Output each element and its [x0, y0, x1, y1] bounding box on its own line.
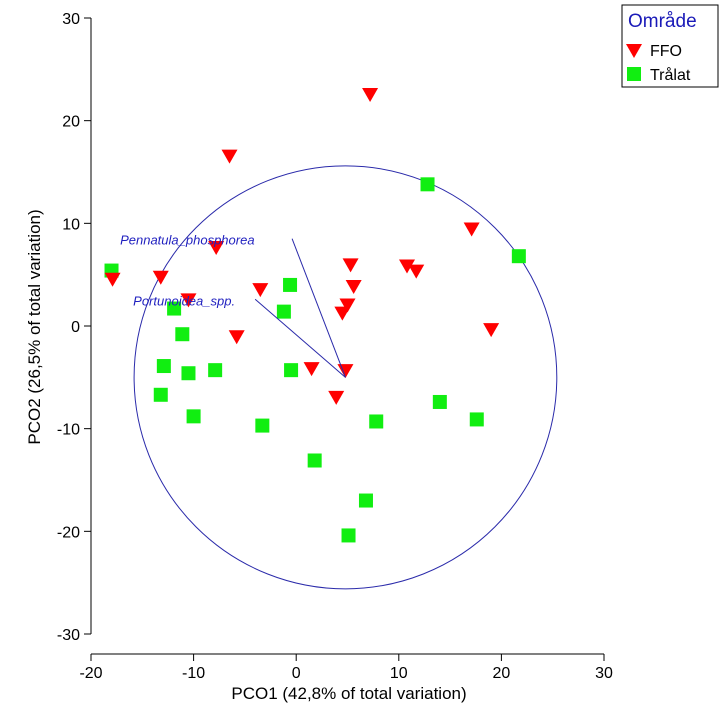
plot-area: Pennatula_phosphorea Portunoidea_spp.: [104, 88, 558, 590]
data-point-tralat: [156, 359, 171, 374]
data-point-ffo: [228, 330, 245, 345]
data-point-tralat: [175, 327, 190, 342]
data-point-tralat: [469, 412, 484, 427]
y-tick-label: 0: [71, 319, 80, 336]
data-point-tralat: [255, 418, 270, 433]
data-point-tralat: [153, 387, 168, 402]
legend-title: Område: [628, 11, 697, 32]
data-point-tralat: [284, 363, 299, 378]
vector-label: Pennatula_phosphorea: [120, 233, 254, 248]
legend-marker-ffo: [626, 44, 642, 58]
y-tick-label: 30: [62, 11, 80, 28]
x-tick-label: 20: [493, 665, 511, 682]
data-point-ffo: [483, 323, 500, 338]
axes: -30 -20 -10 0 10 20 30 -20 -10 0 10 20 30: [57, 11, 613, 682]
x-axis-title: PCO1 (42,8% of total variation): [231, 684, 466, 703]
data-point-tralat: [307, 453, 322, 468]
data-point-tralat: [186, 409, 201, 424]
x-tick-label: -10: [182, 665, 205, 682]
data-point-ffo: [463, 222, 480, 237]
y-tick-label: 20: [62, 114, 80, 131]
x-tick-label: 10: [390, 665, 408, 682]
vector-line: [254, 298, 346, 378]
data-point-ffo: [303, 362, 320, 377]
y-axis-title: PCO2 (26,5% of total variation): [25, 209, 44, 444]
data-point-tralat: [420, 177, 435, 192]
data-point-tralat: [369, 414, 384, 429]
y-tick-label: 10: [62, 216, 80, 233]
y-tick-label: -10: [57, 422, 80, 439]
data-point-ffo: [342, 258, 359, 273]
data-point-ffo: [104, 272, 121, 287]
data-point-tralat: [432, 394, 447, 409]
data-point-tralat: [511, 249, 526, 264]
data-point-tralat: [276, 304, 291, 319]
data-point-ffo: [408, 264, 425, 279]
legend: Område FFO Trålat: [621, 4, 719, 88]
data-point-ffo: [152, 270, 169, 285]
x-tick-label: 0: [292, 665, 301, 682]
legend-marker-tralat: [627, 67, 641, 81]
data-point-tralat: [341, 528, 356, 543]
data-point-ffo: [328, 390, 345, 405]
data-point-tralat: [208, 363, 223, 378]
vector-label: Portunoidea_spp.: [133, 293, 235, 308]
data-point-ffo: [208, 240, 225, 255]
data-point-tralat: [167, 301, 182, 316]
data-point-ffo: [345, 279, 362, 294]
x-tick-label: -20: [79, 665, 102, 682]
data-point-tralat: [358, 493, 373, 508]
legend-label-tralat: Trålat: [650, 66, 691, 84]
data-point-tralat: [181, 366, 196, 381]
data-point-ffo: [362, 88, 379, 102]
x-tick-label: 30: [595, 665, 613, 682]
legend-label-ffo: FFO: [650, 43, 682, 60]
data-point-ffo: [339, 298, 356, 313]
data-point-ffo: [399, 259, 416, 274]
data-point-tralat: [283, 277, 298, 292]
y-tick-label: -20: [57, 524, 80, 541]
vector-line: [291, 238, 346, 378]
data-point-ffo: [221, 149, 238, 164]
data-point-ffo: [252, 283, 269, 298]
y-tick-label: -30: [57, 627, 80, 644]
data-point-ffo: [180, 293, 197, 308]
correlation-circle: [133, 165, 558, 590]
